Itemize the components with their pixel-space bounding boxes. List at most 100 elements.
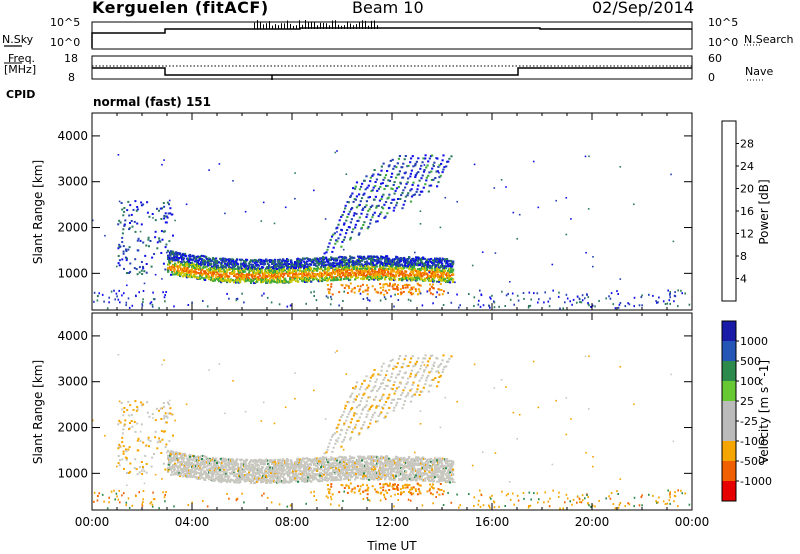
power-cell bbox=[223, 269, 226, 272]
power-cell bbox=[388, 289, 391, 291]
power-cell bbox=[310, 291, 312, 294]
power-cell bbox=[97, 295, 99, 297]
power-cell bbox=[399, 198, 402, 200]
power-cell bbox=[388, 272, 391, 275]
power-cell bbox=[148, 245, 150, 248]
power-cell bbox=[335, 276, 338, 279]
power-cell bbox=[186, 268, 189, 271]
power-cell bbox=[418, 284, 421, 287]
power-cell bbox=[445, 165, 448, 168]
power-cell bbox=[447, 271, 450, 274]
power-cell bbox=[409, 272, 412, 275]
power-cell bbox=[423, 263, 426, 266]
power-cell bbox=[366, 288, 369, 291]
velocity-cell bbox=[208, 478, 211, 481]
power-cell bbox=[669, 293, 671, 296]
power-cell bbox=[447, 160, 450, 163]
power-cell bbox=[399, 293, 402, 296]
power-cell bbox=[369, 270, 372, 273]
power-cell bbox=[188, 265, 191, 268]
velocity-cell bbox=[231, 466, 234, 469]
power-cell bbox=[507, 292, 509, 295]
power-cell bbox=[212, 279, 215, 282]
velocity-cell bbox=[231, 473, 234, 475]
power-cell bbox=[336, 240, 339, 243]
power-cell bbox=[669, 291, 671, 294]
velocity-cell bbox=[183, 470, 186, 473]
velocity-cell bbox=[240, 465, 243, 468]
power-cell bbox=[232, 180, 234, 182]
power-cell bbox=[334, 265, 337, 268]
velocity-cell bbox=[185, 455, 188, 458]
power-cell bbox=[412, 165, 415, 168]
power-cell bbox=[282, 276, 285, 278]
velocity-cell bbox=[215, 470, 218, 473]
power-cell bbox=[420, 164, 423, 167]
power-cell bbox=[247, 276, 250, 279]
power-cell bbox=[379, 283, 382, 285]
power-cell bbox=[187, 264, 190, 267]
power-cell bbox=[168, 263, 171, 266]
power-cell bbox=[176, 256, 179, 259]
velocity-cell bbox=[244, 470, 247, 473]
power-cell bbox=[428, 275, 431, 277]
power-cell bbox=[304, 274, 307, 277]
power-cell bbox=[271, 275, 274, 278]
power-cell bbox=[118, 219, 121, 222]
power-cell bbox=[382, 193, 385, 196]
velocity-cell bbox=[267, 472, 270, 475]
velocity-cell bbox=[193, 463, 196, 466]
power-cell bbox=[305, 261, 308, 264]
velocity-cell bbox=[255, 468, 258, 470]
power-cell bbox=[277, 273, 280, 276]
power-cell bbox=[383, 188, 386, 190]
power-cell bbox=[351, 192, 354, 195]
power-cell bbox=[130, 213, 133, 216]
power-cell bbox=[330, 263, 333, 266]
power-cell bbox=[318, 262, 321, 264]
power-cell bbox=[254, 282, 257, 284]
power-cell bbox=[335, 239, 338, 242]
velocity-cell bbox=[192, 475, 195, 478]
power-cell bbox=[164, 294, 166, 296]
power-cell bbox=[272, 276, 275, 279]
power-cell bbox=[145, 244, 148, 247]
power-cell bbox=[305, 266, 308, 268]
power-cell bbox=[233, 272, 236, 275]
power-cell bbox=[419, 284, 422, 287]
power-cell bbox=[444, 270, 447, 273]
velocity-cell bbox=[265, 458, 268, 461]
power-cell bbox=[332, 263, 335, 266]
power-cell bbox=[330, 267, 332, 269]
power-cell bbox=[330, 298, 333, 301]
power-cell bbox=[559, 307, 561, 310]
power-cell bbox=[207, 259, 210, 262]
power-cell bbox=[425, 179, 428, 182]
power-cell bbox=[435, 296, 437, 298]
power-cell bbox=[414, 174, 417, 177]
power-cell bbox=[357, 271, 360, 274]
power-cell bbox=[297, 257, 300, 260]
power-cell bbox=[117, 154, 120, 156]
velocity-cell bbox=[276, 468, 279, 470]
power-cell bbox=[374, 181, 377, 183]
power-cell bbox=[419, 292, 422, 295]
power-cell bbox=[343, 260, 346, 263]
velocity-cell bbox=[233, 475, 236, 477]
power-cell bbox=[123, 267, 125, 270]
velocity-cell bbox=[232, 463, 235, 466]
power-cell bbox=[417, 171, 420, 174]
power-cell bbox=[320, 268, 323, 271]
velocity-cell bbox=[184, 452, 187, 455]
power-cell bbox=[212, 278, 215, 281]
power-cell bbox=[343, 278, 346, 281]
power-cell bbox=[290, 280, 293, 283]
power-cell bbox=[277, 278, 280, 281]
velocity-cell bbox=[230, 468, 233, 471]
power-cell bbox=[393, 206, 396, 209]
power-cell bbox=[122, 214, 125, 217]
velocity-cell bbox=[172, 459, 175, 462]
power-cell bbox=[441, 293, 444, 296]
power-cell bbox=[240, 269, 243, 272]
velocity-cell bbox=[248, 477, 251, 480]
